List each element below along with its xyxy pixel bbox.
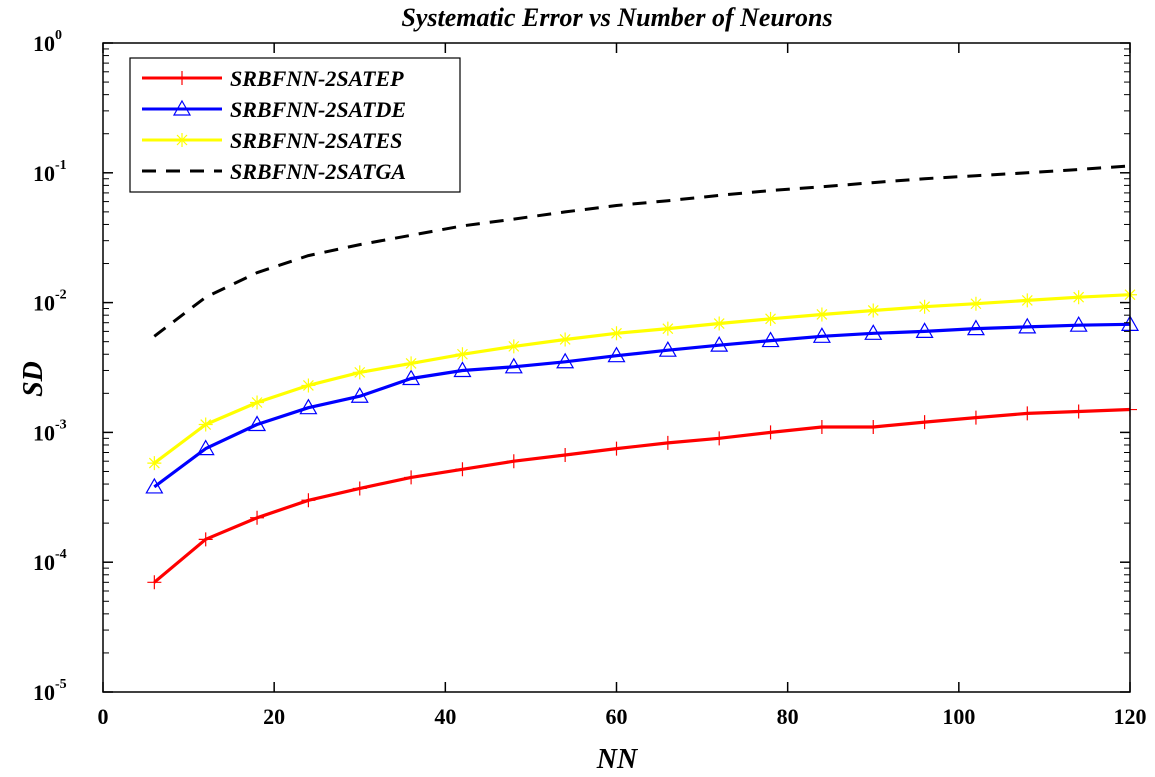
series-srbfnn-2satde <box>145 315 1140 494</box>
legend-label: SRBFNN-2SATDE <box>230 97 406 122</box>
data-point <box>915 322 934 338</box>
y-tick-label: 10-4 <box>33 547 67 575</box>
series-srbfnn-2satep <box>147 402 1137 590</box>
data-point <box>761 331 780 348</box>
data-point <box>763 425 778 440</box>
data-point <box>814 307 829 322</box>
x-tick-label: 60 <box>606 704 628 729</box>
legend-entry: SRBFNN-2SATES <box>142 128 402 153</box>
x-tick-label: 120 <box>1114 704 1147 729</box>
data-point <box>558 447 573 462</box>
legend-box <box>129 57 461 193</box>
y-tick-label: 100 <box>33 28 62 56</box>
data-point <box>147 575 162 590</box>
data-point <box>660 435 675 450</box>
data-point <box>175 133 189 147</box>
data-point <box>660 321 675 336</box>
data-point <box>301 378 316 393</box>
data-point <box>299 398 318 415</box>
data-point <box>966 319 985 336</box>
data-point <box>455 347 470 362</box>
data-point <box>404 470 419 485</box>
data-point <box>350 387 369 403</box>
data-point <box>506 454 521 469</box>
data-point <box>196 439 215 456</box>
data-point <box>172 99 192 116</box>
data-point <box>558 332 573 347</box>
data-point <box>1071 290 1086 305</box>
data-point <box>504 357 523 374</box>
series-layer <box>145 164 1140 590</box>
series-line <box>153 407 1131 584</box>
data-point <box>453 361 472 378</box>
legend-label: SRBFNN-2SATEP <box>230 66 404 91</box>
y-axis-label: SD <box>18 361 49 397</box>
data-point <box>250 395 265 410</box>
data-point <box>864 324 883 340</box>
data-point <box>250 510 265 525</box>
legend-entry: SRBFNN-2SATEP <box>142 66 404 91</box>
x-tick-label: 40 <box>434 704 456 729</box>
series-line <box>153 322 1131 489</box>
x-tick-label: 80 <box>777 704 799 729</box>
x-tick-label: 100 <box>942 704 975 729</box>
data-point <box>506 339 521 354</box>
data-point <box>248 415 267 432</box>
data-point <box>609 441 624 456</box>
data-point <box>301 493 316 508</box>
x-tick-label: 20 <box>263 704 285 729</box>
data-point <box>1020 406 1035 421</box>
data-point <box>763 311 778 326</box>
data-point <box>917 299 932 314</box>
plot-frame <box>102 42 1131 693</box>
axes: 0 20 40 60 80 100 120 10-5 10-4 10-3 10-2 10-1 100 <box>33 28 1147 729</box>
legend-label: SRBFNN-2SATGA <box>230 159 406 184</box>
data-point <box>1020 293 1035 308</box>
series-line <box>153 293 1131 465</box>
data-point <box>1069 315 1088 332</box>
y-tick-label: 10-2 <box>33 288 67 316</box>
y-tick-label: 10-3 <box>33 417 67 445</box>
data-point <box>609 326 624 341</box>
data-point <box>455 462 470 477</box>
data-point <box>402 369 421 386</box>
x-axis-label: NN <box>596 744 639 775</box>
data-point <box>607 346 626 363</box>
legend-entry: SRBFNN-2SATGA <box>142 159 406 184</box>
data-point <box>968 296 983 311</box>
data-point <box>712 316 727 331</box>
series-srbfnn-2sates <box>147 287 1137 471</box>
data-point <box>1018 317 1037 334</box>
data-point <box>814 420 829 435</box>
data-point <box>175 71 189 85</box>
y-tick-label: 10-1 <box>33 158 67 186</box>
data-point <box>968 410 983 425</box>
legend: SRBFNN-2SATEP SRBFNN-2SATDE SRBFNN-2SATES S… <box>129 57 461 193</box>
legend-entry: SRBFNN-2SATDE <box>142 97 406 122</box>
data-point <box>917 415 932 430</box>
data-point <box>866 303 881 318</box>
series-line <box>153 164 1131 338</box>
data-point <box>1071 404 1086 419</box>
data-point <box>145 477 164 494</box>
data-point <box>712 431 727 446</box>
series-srbfnn-2satga <box>153 164 1131 338</box>
data-point <box>812 327 831 343</box>
data-point <box>352 481 367 496</box>
data-point <box>866 420 881 435</box>
data-point <box>352 365 367 380</box>
data-point <box>556 352 575 369</box>
chart-title: Systematic Error vs Number of Neurons <box>401 3 832 32</box>
legend-label: SRBFNN-2SATES <box>230 128 402 153</box>
data-point <box>198 417 213 432</box>
data-point <box>658 340 677 357</box>
data-point <box>404 356 419 371</box>
data-point <box>198 532 213 547</box>
data-point <box>147 456 162 471</box>
x-tick-label: 0 <box>98 704 109 729</box>
y-tick-label: 10-5 <box>33 677 67 705</box>
data-point <box>710 335 729 352</box>
